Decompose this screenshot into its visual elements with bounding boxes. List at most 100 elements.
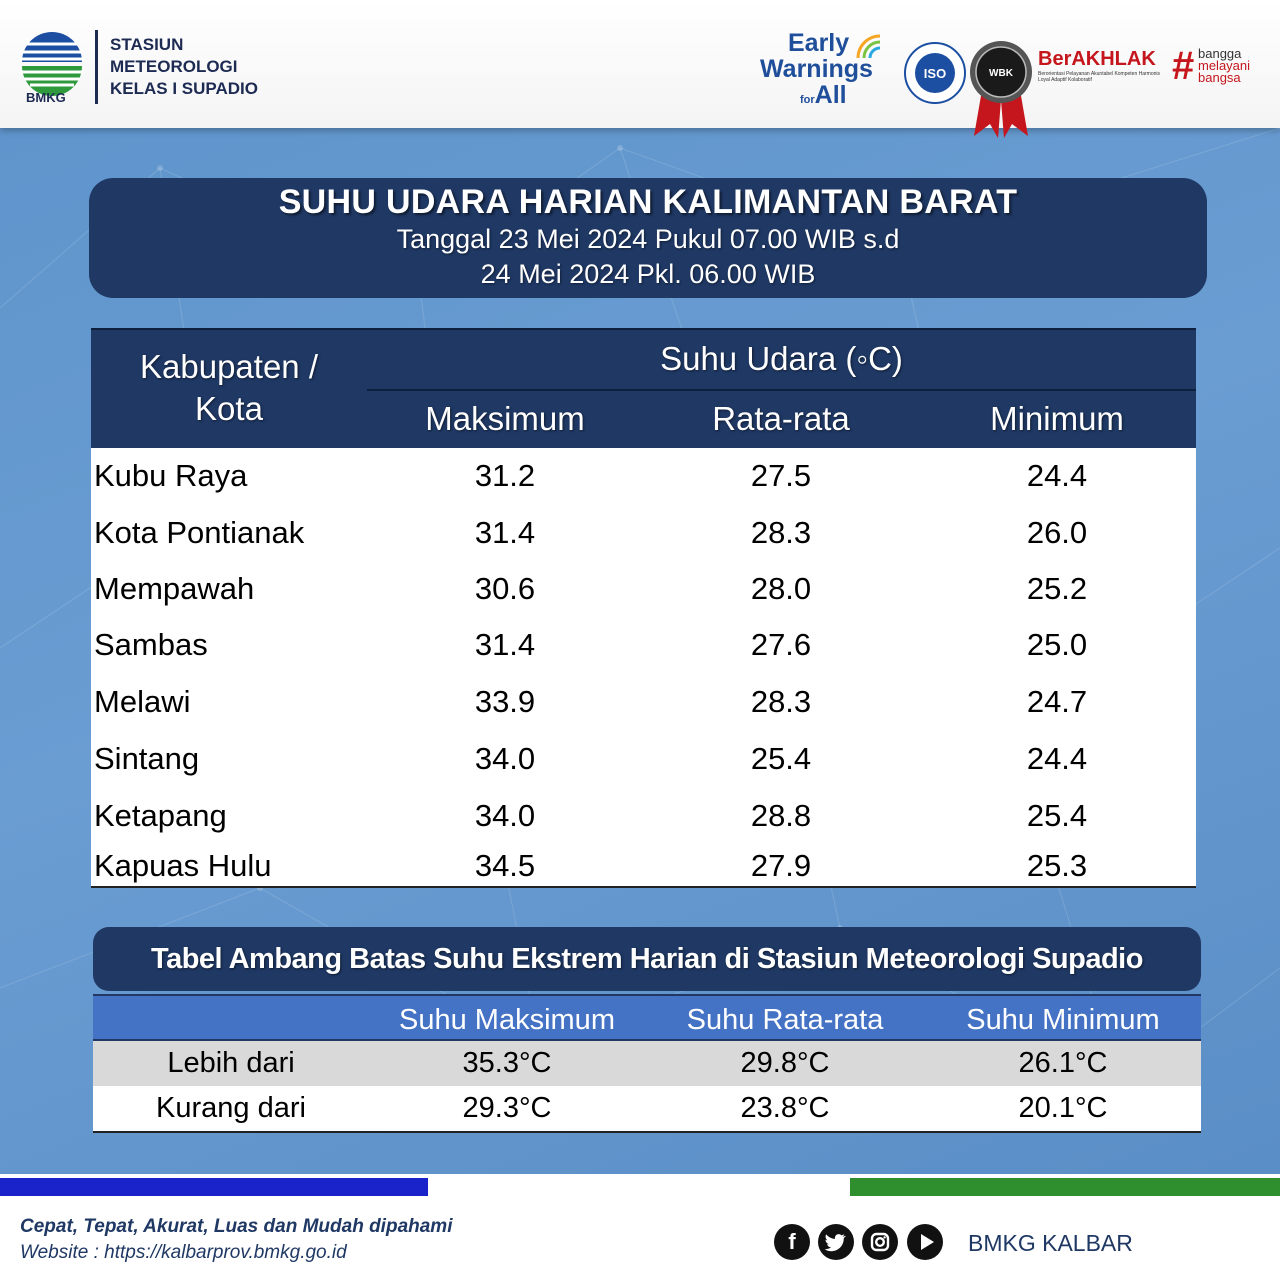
header-region: Kabupaten / Kota [140,348,318,427]
signal-waves-icon [856,34,881,59]
threshold-col-avg: Suhu Rata-rata [686,1004,884,1036]
page-title: SUHU UDARA HARIAN KALIMANTAN BARAT [278,183,1018,221]
region-name: Melawi [94,684,191,719]
region-name: Sintang [94,741,200,776]
min-temperature: 25.0 [1026,627,1088,662]
ewa-for: for [800,94,815,106]
early-warnings-logo: Early Warnings forAll [760,30,900,112]
table-row: Kapuas Hulu 34.5 27.9 25.3 [91,838,1196,894]
tagline: Cepat, Tepat, Akurat, Luas dan Mudah dip… [20,1216,453,1237]
header-minimum: Minimum [990,400,1124,437]
footer-bar-green [850,1178,1280,1196]
min-temperature: 24.7 [1026,684,1088,719]
threshold-col-max: Suhu Maksimum [399,1004,615,1036]
min-temperature: 24.4 [1026,458,1088,493]
wbk-badge-icon: WBK [970,41,1032,138]
ewa-line: Early [788,29,850,57]
table-header: Kabupaten / Kota Suhu Udara (◦C) Maksimum… [91,328,1196,448]
header-divider [95,30,98,104]
hashtag-icon: # [1172,44,1195,88]
bmkg-logo-icon [20,32,84,96]
station-name: STASIUN METEOROLOGI KELAS I SUPADIO [110,34,310,100]
threshold-col-min: Suhu Minimum [966,1004,1160,1036]
threshold-value: 29.8°C [740,1047,830,1079]
min-temperature: 25.3 [1026,848,1088,883]
footer-bar-blue [0,1178,428,1196]
table-row: Kubu Raya 31.2 27.5 24.4 [91,448,1196,504]
ewa-line: Warnings [760,55,873,83]
max-temperature: 34.0 [474,741,536,776]
threshold-row-below: Kurang dari 29.3°C 23.8°C 20.1°C [93,1086,1201,1131]
svg-text:ISO: ISO [924,66,946,81]
region-name: Mempawah [94,571,255,606]
svg-text:WBK: WBK [989,68,1014,79]
threshold-header: Suhu Maksimum Suhu Rata-rata Suhu Minimu… [93,994,1201,1041]
avg-temperature: 28.8 [750,798,812,833]
region-name: Kubu Raya [94,458,248,493]
threshold-table: Suhu Maksimum Suhu Rata-rata Suhu Minimu… [93,994,1201,1133]
iso-certified-icon: ISO [904,42,966,104]
max-temperature: 33.9 [474,684,536,719]
min-temperature: 26.0 [1026,515,1088,550]
max-temperature: 31.4 [474,627,536,662]
bangga-line: bangga [1198,46,1242,61]
berakhlak-subtitle: Berorientasi Pelayanan Akuntabel Kompete… [1038,71,1161,83]
date-range-line: Tanggal 23 Mei 2024 Pukul 07.00 WIB s.d [396,224,900,254]
bangga-melayani-bangsa-logo: # bangga melayani bangsa [1172,46,1262,88]
region-name: Ketapang [94,798,227,833]
bangga-line: melayani [1198,58,1251,73]
ewa-line: All [814,81,847,109]
threshold-value: 23.8°C [740,1092,830,1124]
max-temperature: 30.6 [474,571,536,606]
avg-temperature: 27.6 [750,627,812,662]
avg-temperature: 27.9 [750,848,812,883]
temperature-table: Kabupaten / Kota Suhu Udara (◦C) Maksimum… [91,328,1196,888]
max-temperature: 34.5 [474,848,536,883]
table-row: Ketapang 34.0 28.8 25.4 [91,788,1196,844]
station-line: STASIUN [110,35,184,54]
max-temperature: 34.0 [474,798,536,833]
threshold-row-label: Lebih dari [167,1047,295,1079]
table-row: Melawi 33.9 28.3 24.7 [91,674,1196,730]
berakhlak-title: BerAKHLAK [1038,48,1156,70]
threshold-value: 29.3°C [462,1092,552,1124]
min-temperature: 24.4 [1026,741,1088,776]
avg-temperature: 25.4 [750,741,812,776]
min-temperature: 25.4 [1026,798,1088,833]
header-temperature-group: Suhu Udara (◦C) [660,340,903,377]
threshold-title: Tabel Ambang Batas Suhu Ekstrem Harian d… [93,927,1201,991]
table-row: Sintang 34.0 25.4 24.4 [91,731,1196,787]
twitter-icon[interactable] [818,1224,854,1260]
youtube-icon[interactable] [907,1224,943,1260]
header-maximum: Maksimum [425,400,585,437]
header-average: Rata-rata [712,400,850,437]
threshold-value: 26.1°C [1018,1047,1108,1079]
facebook-icon[interactable]: f [774,1224,810,1260]
region-name: Kota Pontianak [94,515,305,550]
avg-temperature: 28.3 [750,684,812,719]
max-temperature: 31.2 [474,458,536,493]
table-row: Kota Pontianak 31.4 28.3 26.0 [91,505,1196,561]
avg-temperature: 28.0 [750,571,812,606]
region-name: Sambas [94,627,208,662]
instagram-icon[interactable] [862,1224,898,1260]
threshold-value: 35.3°C [462,1047,552,1079]
table-row: Mempawah 30.6 28.0 25.2 [91,561,1196,617]
avg-temperature: 27.5 [750,458,812,493]
logo-text: BMKG [26,90,66,105]
table-row: Sambas 31.4 27.6 25.0 [91,617,1196,673]
threshold-row-label: Kurang dari [156,1092,306,1124]
social-account-name: BMKG KALBAR [968,1230,1133,1256]
footer: Cepat, Tepat, Akurat, Luas dan Mudah dip… [0,1174,1280,1280]
max-temperature: 31.4 [474,515,536,550]
threshold-row-above: Lebih dari 35.3°C 29.8°C 26.1°C [93,1041,1201,1086]
date-range-line: 24 Mei 2024 Pkl. 06.00 WIB [480,259,816,289]
website-link[interactable]: Website : https://kalbarprov.bmkg.go.id [20,1242,347,1263]
min-temperature: 25.2 [1026,571,1088,606]
title-box: SUHU UDARA HARIAN KALIMANTAN BARAT Tangg… [89,178,1207,298]
threshold-value: 20.1°C [1018,1092,1108,1124]
bangga-line: bangsa [1198,70,1241,85]
region-name: Kapuas Hulu [94,848,272,883]
station-line: METEOROLOGI [110,57,238,76]
header: BMKG STASIUN METEOROLOGI KELAS I SUPADIO… [0,0,1280,138]
